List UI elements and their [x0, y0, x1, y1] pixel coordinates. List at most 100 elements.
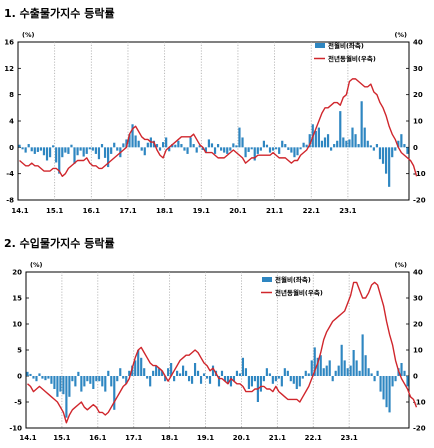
bar: [319, 355, 322, 376]
bar: [85, 147, 88, 154]
bar: [198, 145, 201, 148]
bar: [39, 147, 43, 151]
bar: [131, 365, 134, 376]
bar: [348, 139, 351, 148]
bar: [134, 135, 137, 148]
bar: [94, 147, 97, 154]
bar: [250, 376, 253, 387]
bar: [187, 376, 191, 382]
bar: [235, 145, 238, 148]
bar: [217, 376, 221, 387]
right-tick-label: 30: [413, 65, 423, 73]
bar: [53, 376, 56, 389]
bar: [185, 370, 188, 376]
right-unit-label: (%): [395, 31, 407, 39]
bar: [223, 147, 226, 153]
bar: [205, 376, 209, 379]
bar: [378, 147, 382, 160]
bar: [56, 376, 59, 397]
bar: [68, 376, 71, 397]
left-unit-label: (%): [30, 261, 42, 269]
bar: [367, 368, 370, 376]
bar: [363, 127, 366, 148]
x-tick-label: 16.1: [89, 434, 106, 442]
bar: [177, 140, 180, 148]
x-tick-label: 15.1: [46, 207, 63, 215]
bar: [296, 147, 299, 156]
left-tick-label: 15: [12, 295, 22, 303]
x-tick-label: 20.1: [229, 207, 246, 215]
left-tick-label: 5: [17, 347, 22, 355]
bar: [192, 144, 195, 148]
bar: [302, 142, 305, 148]
left-tick-label: 20: [12, 269, 22, 277]
bar: [286, 370, 289, 376]
bar: [361, 334, 364, 376]
bar: [364, 355, 367, 376]
left-tick-label: 4: [9, 118, 14, 126]
bar: [317, 127, 320, 148]
bar: [180, 144, 183, 148]
bar: [403, 144, 406, 148]
bar: [268, 147, 272, 153]
bar: [336, 140, 339, 148]
bar: [202, 373, 206, 376]
bar: [64, 147, 67, 153]
bar: [30, 147, 33, 152]
bar: [244, 368, 248, 376]
x-tick-label: 14.1: [11, 207, 28, 215]
bar: [281, 140, 284, 148]
bar: [397, 140, 400, 148]
bar: [307, 373, 310, 376]
bar: [146, 142, 149, 148]
legend-bar-swatch: [262, 277, 272, 282]
bar: [195, 147, 198, 153]
bar: [152, 140, 156, 148]
bar: [88, 147, 91, 150]
bar: [116, 147, 119, 151]
bar: [140, 147, 143, 151]
bar: [107, 370, 110, 376]
bar: [207, 139, 211, 148]
bar: [322, 368, 325, 376]
bar: [345, 140, 348, 148]
bar: [33, 147, 36, 154]
bar: [38, 373, 41, 376]
bar: [168, 147, 171, 152]
bar: [174, 144, 177, 148]
bar: [343, 360, 346, 376]
x-tick-label: 21.1: [269, 434, 286, 442]
bar: [29, 373, 32, 376]
bar: [313, 347, 316, 376]
x-tick-label: 19.1: [193, 207, 210, 215]
bar: [182, 365, 185, 376]
bar: [330, 147, 333, 151]
bar: [100, 144, 104, 148]
bar: [42, 147, 46, 156]
bar: [146, 376, 149, 379]
bar: [65, 376, 68, 418]
bar: [372, 147, 375, 151]
bar: [167, 368, 170, 376]
chart2-title: 2. 수입물가지수 등락률: [4, 237, 115, 250]
right-tick-label: -10: [413, 399, 426, 407]
import-price-chart: 14.1 15.1 16.1 17.1 18.1 19.1 20.1 21.1 22.1 23.1…: [9, 261, 426, 442]
bar: [346, 368, 349, 376]
bar: [301, 376, 304, 379]
bar: [137, 140, 140, 148]
bar: [308, 134, 311, 148]
bar: [58, 147, 61, 174]
x-tick-label: 16.1: [83, 207, 100, 215]
bar: [140, 357, 143, 376]
x-tick-label: 15.1: [53, 434, 70, 442]
bar: [262, 140, 266, 148]
bar: [125, 139, 128, 148]
bar: [116, 376, 119, 382]
chart1-title: 1. 수출물가지수 등락률: [4, 7, 115, 20]
left-tick-label: -8: [6, 197, 14, 205]
bar: [152, 370, 155, 376]
bar: [351, 127, 354, 148]
bar: [210, 143, 214, 148]
bar: [337, 365, 340, 376]
bar: [36, 147, 39, 152]
